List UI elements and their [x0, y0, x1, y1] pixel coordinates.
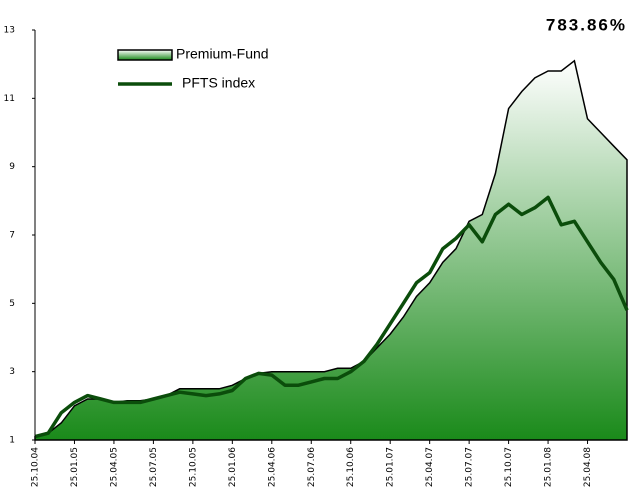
x-tick-label: 25.10.07: [504, 447, 514, 487]
x-tick-label: 25.10.06: [346, 447, 356, 487]
y-tick-label: 9: [9, 162, 15, 172]
y-tick-label: 1: [9, 436, 15, 446]
y-tick-label: 13: [4, 26, 15, 36]
legend-swatch: [117, 49, 173, 61]
annotation: 783.86%: [546, 15, 627, 34]
y-tick-label: 5: [9, 299, 15, 309]
x-tick-label: 25.04.05: [109, 447, 119, 487]
x-tick-label: 25.01.05: [70, 447, 80, 487]
x-tick-label: 25.01.07: [386, 447, 396, 487]
legend-label: PFTS index: [182, 75, 255, 91]
x-tick-label: 25.01.06: [228, 447, 238, 487]
x-tick-label: 25.04.07: [425, 447, 435, 487]
y-tick-label: 7: [9, 231, 15, 241]
x-tick-label: 25.07.07: [465, 447, 475, 487]
y-tick-label: 11: [4, 94, 15, 104]
x-tick-label: 25.04.08: [583, 447, 593, 487]
line: [34, 195, 629, 439]
x-tick-label: 25.07.05: [149, 447, 159, 487]
legend-label: Premium-Fund: [176, 46, 269, 62]
x-tick-label: 25.07.06: [307, 447, 317, 487]
x-tick-label: 25.01.08: [544, 447, 554, 487]
x-tick-label: 25.10.04: [31, 447, 41, 487]
x-tick-label: 25.04.06: [267, 447, 277, 487]
area: [34, 59, 628, 441]
y-tick-label: 3: [9, 367, 15, 377]
x-tick-label: 25.10.05: [188, 447, 198, 487]
